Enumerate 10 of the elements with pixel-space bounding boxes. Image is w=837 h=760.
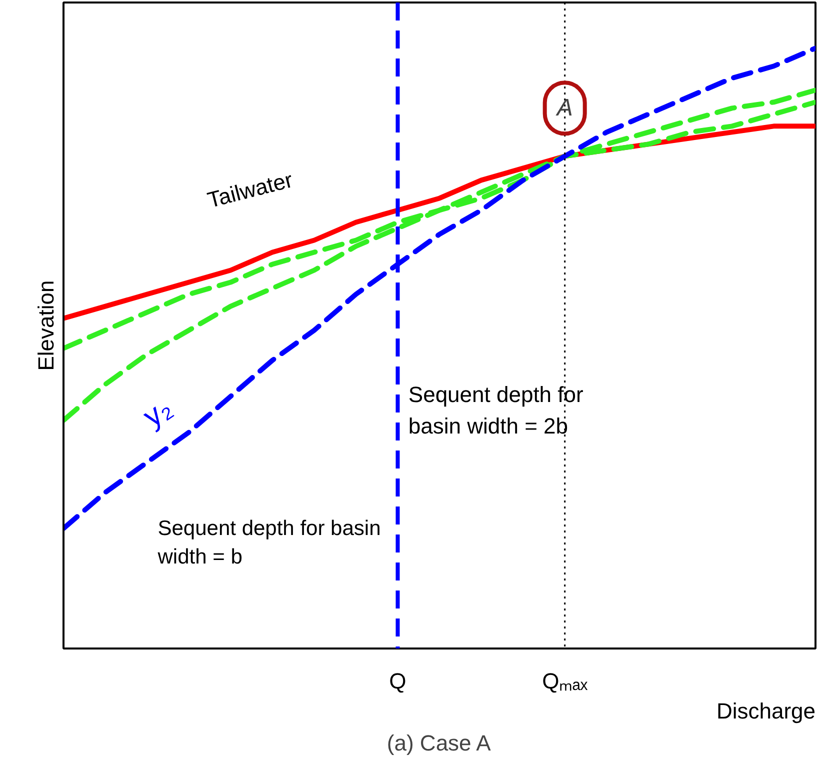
annotation: y₂ [137,391,178,434]
annotation: Sequent depth for basin width = 2b [408,382,584,438]
x-tick-label: Q [389,668,406,694]
x-axis-title: Discharge [716,698,816,724]
annotation: A [554,94,573,122]
annotation: Sequent depth for basin width = b [156,516,381,569]
text: (a) Case A [386,730,492,756]
x-tick-label: Qₘₐₓ [542,668,588,694]
y-axis-title: Elevation [34,280,58,371]
annotation: Tailwater [204,167,296,213]
